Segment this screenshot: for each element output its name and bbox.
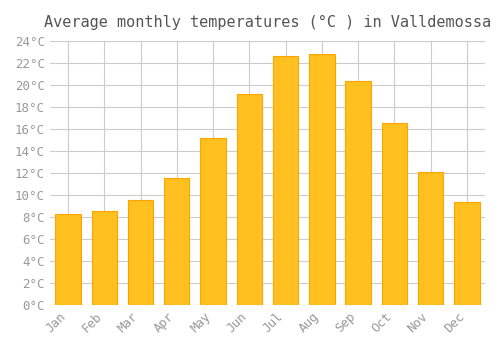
- Bar: [200, 138, 226, 305]
- Bar: [164, 178, 190, 305]
- Bar: [273, 56, 298, 305]
- Bar: [454, 202, 479, 305]
- Bar: [418, 172, 444, 305]
- Bar: [382, 124, 407, 305]
- Bar: [309, 54, 334, 305]
- Bar: [128, 201, 153, 305]
- Bar: [56, 214, 80, 305]
- Bar: [92, 211, 117, 305]
- Title: Average monthly temperatures (°C ) in Valldemossa: Average monthly temperatures (°C ) in Va…: [44, 15, 491, 30]
- Bar: [346, 80, 371, 305]
- Bar: [236, 94, 262, 305]
